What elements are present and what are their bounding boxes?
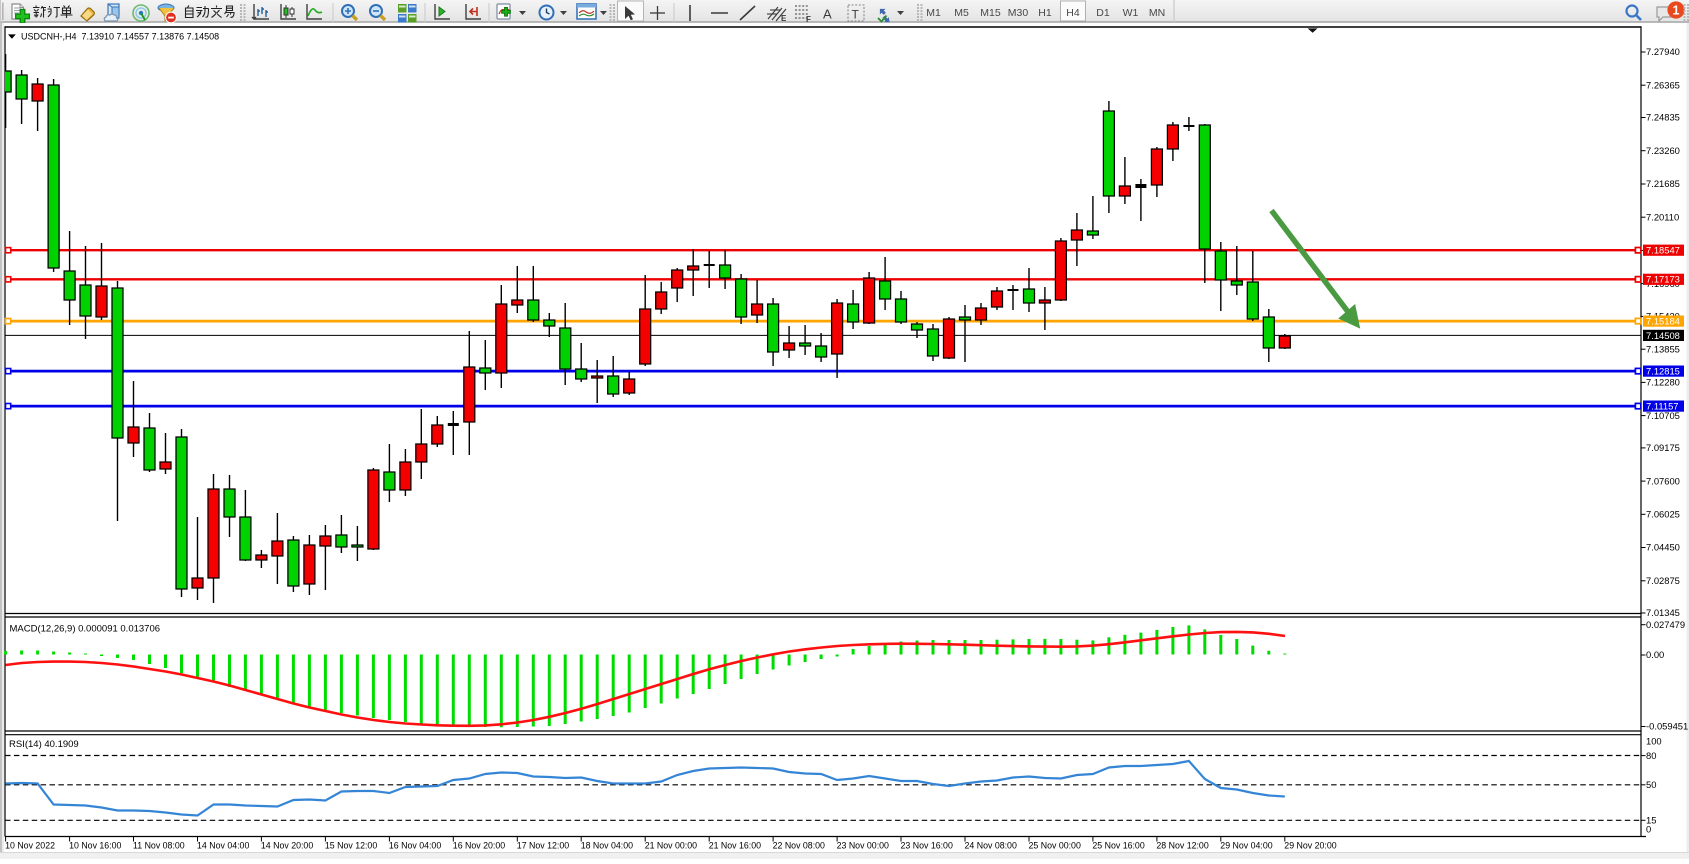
svg-text:7.12280: 7.12280 [1646,377,1680,388]
svg-text:MN: MN [1149,7,1165,19]
svg-text:16 Nov 20:00: 16 Nov 20:00 [453,841,505,851]
svg-text:7.18547: 7.18547 [1646,245,1680,256]
svg-text:H4: H4 [1066,7,1080,19]
svg-text:T: T [852,8,860,22]
svg-text:14 Nov 20:00: 14 Nov 20:00 [261,841,313,851]
svg-text:0.00: 0.00 [1646,649,1664,660]
svg-text:23 Nov 00:00: 23 Nov 00:00 [837,841,889,851]
svg-text:18 Nov 04:00: 18 Nov 04:00 [581,841,633,851]
svg-text:28 Nov 12:00: 28 Nov 12:00 [1156,841,1208,851]
svg-text:25 Nov 00:00: 25 Nov 00:00 [1029,841,1081,851]
svg-text:D1: D1 [1096,7,1110,19]
svg-text:24 Nov 08:00: 24 Nov 08:00 [965,841,1017,851]
svg-text:100: 100 [1646,736,1662,747]
svg-text:M1: M1 [926,7,941,19]
svg-text:7.01345: 7.01345 [1646,607,1680,618]
svg-text:7.20110: 7.20110 [1646,211,1679,222]
svg-text:7.26365: 7.26365 [1646,79,1680,90]
svg-text:W1: W1 [1123,7,1139,19]
svg-text:7.11157: 7.11157 [1646,401,1679,412]
svg-text:80: 80 [1646,750,1656,761]
svg-text:USDCNH-,H4 7.13910 7.14557 7.: USDCNH-,H4 7.13910 7.14557 7.13876 7.145… [21,31,219,41]
svg-text:M30: M30 [1008,7,1029,19]
svg-text:14 Nov 04:00: 14 Nov 04:00 [197,841,249,851]
svg-text:7.12815: 7.12815 [1646,366,1680,377]
svg-text:10 Nov 2022: 10 Nov 2022 [5,841,55,851]
svg-text:7.27940: 7.27940 [1646,46,1680,57]
svg-text:7.13855: 7.13855 [1646,343,1680,354]
svg-text:1: 1 [1673,4,1680,18]
svg-text:11 Nov 08:00: 11 Nov 08:00 [133,841,185,851]
svg-text:E: E [781,14,787,23]
svg-text:0.027479: 0.027479 [1646,619,1685,630]
svg-text:0: 0 [1646,824,1651,835]
svg-text:29 Nov 04:00: 29 Nov 04:00 [1220,841,1272,851]
svg-text:15 Nov 12:00: 15 Nov 12:00 [325,841,377,851]
svg-text:7.04450: 7.04450 [1646,542,1680,553]
svg-text:RSI(14) 40.1909: RSI(14) 40.1909 [9,739,79,750]
svg-text:29 Nov 20:00: 29 Nov 20:00 [1284,841,1336,851]
svg-text:M5: M5 [954,7,969,19]
svg-text:7.23260: 7.23260 [1646,145,1680,156]
svg-text:H1: H1 [1038,7,1052,19]
svg-text:7.15184: 7.15184 [1646,316,1680,327]
svg-text:M15: M15 [980,7,1001,19]
svg-text:25 Nov 16:00: 25 Nov 16:00 [1092,841,1144,851]
svg-text:21 Nov 00:00: 21 Nov 00:00 [645,841,697,851]
svg-text:7.21685: 7.21685 [1646,178,1680,189]
svg-text:7.17173: 7.17173 [1646,274,1680,285]
svg-text:7.06025: 7.06025 [1646,509,1680,520]
svg-text:23 Nov 16:00: 23 Nov 16:00 [901,841,953,851]
svg-text:-0.059451: -0.059451 [1646,721,1688,732]
svg-text:7.14508: 7.14508 [1646,330,1680,341]
svg-text:16 Nov 04:00: 16 Nov 04:00 [389,841,441,851]
svg-text:MACD(12,26,9) 0.000091 0.01370: MACD(12,26,9) 0.000091 0.013706 [10,624,161,635]
svg-text:21 Nov 16:00: 21 Nov 16:00 [709,841,761,851]
svg-text:50: 50 [1646,779,1656,790]
svg-text:17 Nov 12:00: 17 Nov 12:00 [517,841,569,851]
svg-text:7.24835: 7.24835 [1646,112,1680,123]
svg-text:10 Nov 16:00: 10 Nov 16:00 [69,841,121,851]
svg-text:7.02875: 7.02875 [1646,575,1680,586]
svg-text:22 Nov 08:00: 22 Nov 08:00 [773,841,825,851]
svg-text:F: F [806,15,811,24]
svg-text:7.09175: 7.09175 [1646,442,1680,453]
svg-text:A: A [823,7,832,22]
svg-text:7.07600: 7.07600 [1646,475,1680,486]
